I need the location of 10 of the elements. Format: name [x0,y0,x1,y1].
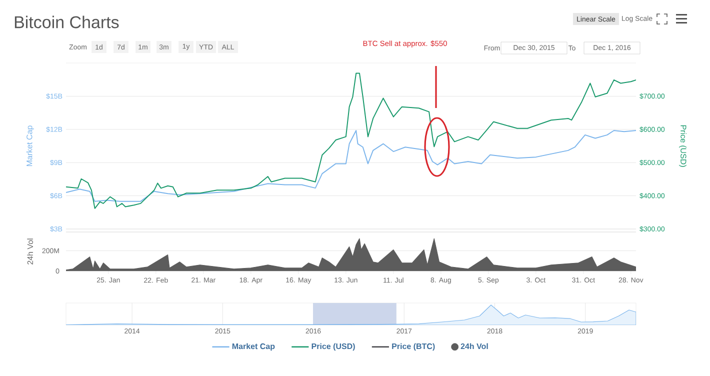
text: 24h Vol [27,238,34,264]
chart-title: Bitcoin Charts [14,16,119,28]
legend-label: Market Cap [232,343,275,351]
y2-axis-title: Price (USD) [679,125,686,167]
y-axis-title: Market Cap [26,126,34,166]
legend-label: Price (USD) [312,343,355,351]
line-series [66,130,636,202]
legend-label: Price (BTC) [392,343,435,351]
text: 24h Vol [460,343,488,350]
line-series [66,72,636,209]
